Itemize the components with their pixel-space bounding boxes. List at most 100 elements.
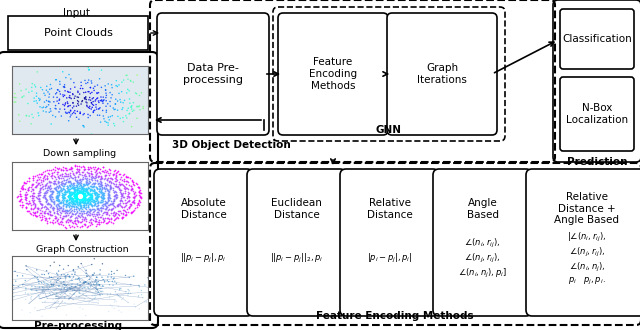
Point [106, 199, 116, 204]
Point [111, 193, 121, 198]
Point [21, 197, 31, 203]
Point [119, 171, 129, 177]
Point [132, 104, 142, 109]
Point [83, 167, 93, 172]
Point [86, 78, 97, 83]
Point [121, 179, 131, 184]
Point [127, 185, 137, 191]
Point [107, 304, 117, 310]
Point [63, 205, 74, 210]
Point [76, 61, 86, 66]
Point [88, 165, 98, 170]
Point [4, 291, 15, 296]
Point [51, 91, 61, 96]
Point [47, 181, 58, 186]
Point [70, 84, 80, 90]
Point [94, 194, 104, 199]
Point [91, 172, 101, 178]
Point [86, 193, 97, 199]
Point [75, 193, 85, 199]
Point [128, 182, 138, 187]
Point [101, 205, 111, 211]
Point [118, 200, 129, 205]
Point [35, 199, 45, 204]
Point [17, 187, 28, 192]
Point [83, 203, 93, 208]
Point [60, 195, 70, 201]
Point [122, 185, 132, 190]
Point [47, 171, 57, 176]
Point [88, 188, 99, 193]
Point [97, 164, 108, 170]
Point [26, 206, 36, 212]
Point [37, 209, 47, 214]
Point [81, 186, 92, 192]
Point [72, 193, 82, 198]
Point [79, 166, 90, 172]
Point [109, 279, 120, 284]
Point [82, 183, 92, 188]
Point [42, 200, 52, 205]
Point [76, 203, 86, 209]
Point [118, 182, 128, 187]
Point [68, 185, 79, 190]
Point [116, 99, 126, 105]
Point [65, 195, 76, 201]
Point [0, 79, 4, 84]
Point [74, 99, 84, 104]
Point [118, 172, 128, 178]
Point [31, 90, 42, 96]
Point [20, 181, 31, 186]
Point [8, 85, 18, 91]
Point [37, 204, 47, 210]
Point [52, 205, 63, 210]
Point [76, 196, 86, 201]
Point [0, 267, 10, 272]
Point [101, 108, 111, 113]
Point [31, 214, 42, 219]
Point [65, 291, 75, 296]
Point [108, 171, 118, 176]
Point [36, 179, 46, 184]
Point [93, 184, 104, 189]
Point [47, 198, 57, 204]
Point [73, 95, 83, 100]
Point [44, 208, 54, 214]
Point [67, 278, 77, 283]
Point [56, 178, 67, 183]
Point [41, 200, 51, 205]
Point [124, 88, 134, 93]
Point [89, 202, 99, 207]
Point [54, 79, 65, 84]
Point [33, 189, 44, 194]
Point [67, 195, 77, 200]
Point [74, 189, 84, 194]
Point [134, 283, 144, 288]
Point [81, 196, 91, 201]
Point [54, 204, 64, 209]
Point [59, 208, 69, 214]
Point [192, 277, 202, 282]
Point [38, 210, 49, 215]
Point [54, 201, 65, 206]
Point [72, 200, 82, 205]
Point [70, 204, 81, 210]
Point [67, 185, 77, 190]
Point [59, 197, 69, 203]
Point [86, 183, 96, 188]
Point [57, 193, 67, 198]
Point [67, 199, 77, 204]
Point [52, 184, 63, 189]
Point [79, 186, 90, 192]
Point [39, 193, 49, 198]
Point [74, 202, 84, 207]
Point [44, 99, 54, 104]
Point [103, 187, 113, 193]
Point [79, 195, 90, 200]
Point [76, 195, 86, 201]
Point [79, 221, 89, 226]
Point [79, 195, 90, 201]
Point [67, 111, 77, 116]
Point [105, 175, 115, 180]
Point [91, 288, 101, 294]
